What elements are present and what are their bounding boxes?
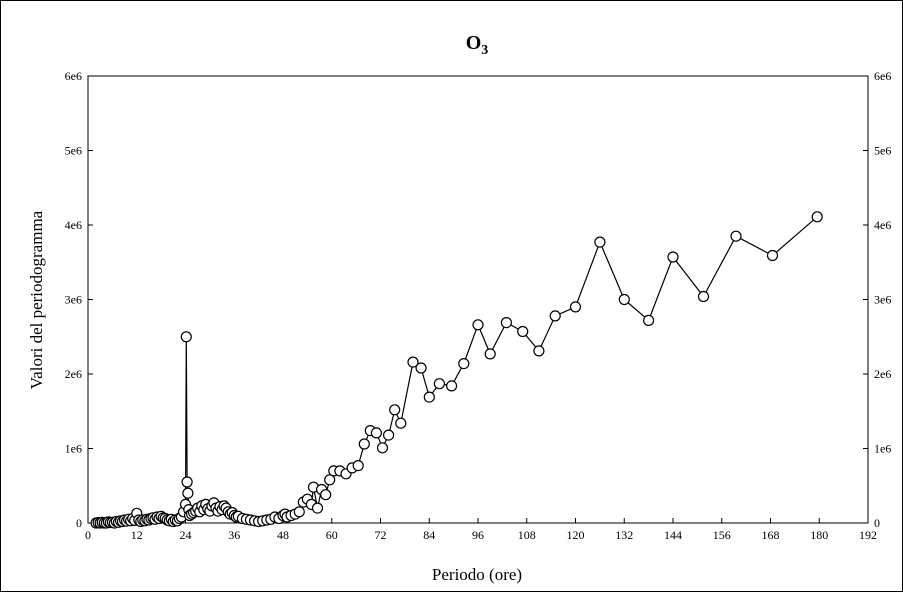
data-point (180, 331, 192, 343)
x-tick-label: 120 (567, 528, 585, 542)
data-point (472, 319, 484, 331)
data-point (370, 427, 382, 439)
data-point (766, 249, 779, 262)
x-tick-label: 36 (228, 528, 240, 542)
data-point (549, 310, 561, 322)
data-point (500, 317, 512, 329)
y-tick-label-right: 4e6 (874, 218, 891, 232)
data-point (395, 417, 407, 429)
y-tick-label-left: 4e6 (65, 218, 82, 232)
data-point (181, 476, 193, 488)
data-point (320, 489, 332, 501)
x-tick-label: 144 (664, 528, 682, 542)
y-axis-right: 0 1e6 2e6 3e6 4e6 5e6 6e6 (863, 69, 891, 530)
data-point (446, 380, 458, 392)
chart-title-subscript: 3 (481, 43, 488, 58)
x-tick-label: 0 (85, 528, 91, 542)
data-point (376, 442, 389, 454)
data-point (618, 293, 630, 306)
data-point (569, 301, 582, 313)
data-point (533, 345, 545, 357)
y-tick-label-left: 3e6 (65, 293, 82, 307)
data-point (697, 290, 710, 303)
data-point (730, 230, 742, 242)
data-point (383, 429, 395, 441)
x-tick-label: 72 (375, 528, 387, 542)
data-point (484, 348, 496, 360)
data-point (311, 502, 324, 514)
data-point (415, 362, 427, 374)
data-point (358, 438, 370, 450)
y-axis-title: Valori del periodogramma (27, 210, 46, 389)
y-tick-label-right: 3e6 (874, 293, 891, 307)
x-tick-label: 168 (762, 528, 780, 542)
data-point (433, 378, 445, 390)
data-point (324, 474, 336, 486)
x-tick-label: 48 (277, 528, 289, 542)
x-tick-label: 24 (180, 528, 192, 542)
y-tick-label-left: 6e6 (65, 69, 82, 83)
y-tick-label-right: 5e6 (874, 144, 891, 158)
y-tick-label-left: 5e6 (65, 144, 82, 158)
data-point (389, 404, 401, 416)
plot-area (87, 75, 869, 524)
y-tick-label-left: 1e6 (65, 442, 82, 456)
data-point (517, 325, 529, 338)
y-tick-label-right: 2e6 (874, 367, 891, 381)
series-markers (90, 211, 823, 529)
data-point (182, 487, 194, 499)
data-point (293, 506, 305, 518)
x-tick-label: 108 (518, 528, 536, 542)
chart-title: O3 (466, 32, 489, 58)
y-tick-label-right: 0 (874, 516, 880, 530)
data-point (667, 251, 679, 263)
x-tick-label: 96 (472, 528, 484, 542)
y-tick-label-left: 0 (76, 516, 82, 530)
x-tick-label: 132 (615, 528, 633, 542)
x-tick-label: 192 (859, 528, 877, 542)
y-tick-label-left: 2e6 (65, 367, 82, 381)
series-line (95, 216, 818, 524)
data-point (594, 236, 606, 248)
data-point (811, 211, 823, 223)
y-tick-label-right: 6e6 (874, 69, 891, 83)
x-axis: 0 12 24 36 48 60 72 84 96 108 120 132 144 156 168 180 19… (85, 518, 877, 542)
data-point (423, 391, 435, 403)
x-tick-label: 12 (131, 528, 143, 542)
x-tick-label: 60 (326, 528, 338, 542)
data-point (352, 460, 364, 472)
x-tick-label: 84 (423, 528, 435, 542)
data-point (407, 356, 419, 368)
y-axis-left: 0 1e6 2e6 3e6 4e6 5e6 6e6 (65, 69, 93, 530)
x-tick-label: 180 (810, 528, 828, 542)
y-tick-label-right: 1e6 (874, 442, 891, 456)
x-axis-title: Periodo (ore) (432, 565, 522, 584)
x-tick-label: 156 (713, 528, 731, 542)
data-point (642, 314, 655, 326)
data-point (458, 358, 470, 370)
